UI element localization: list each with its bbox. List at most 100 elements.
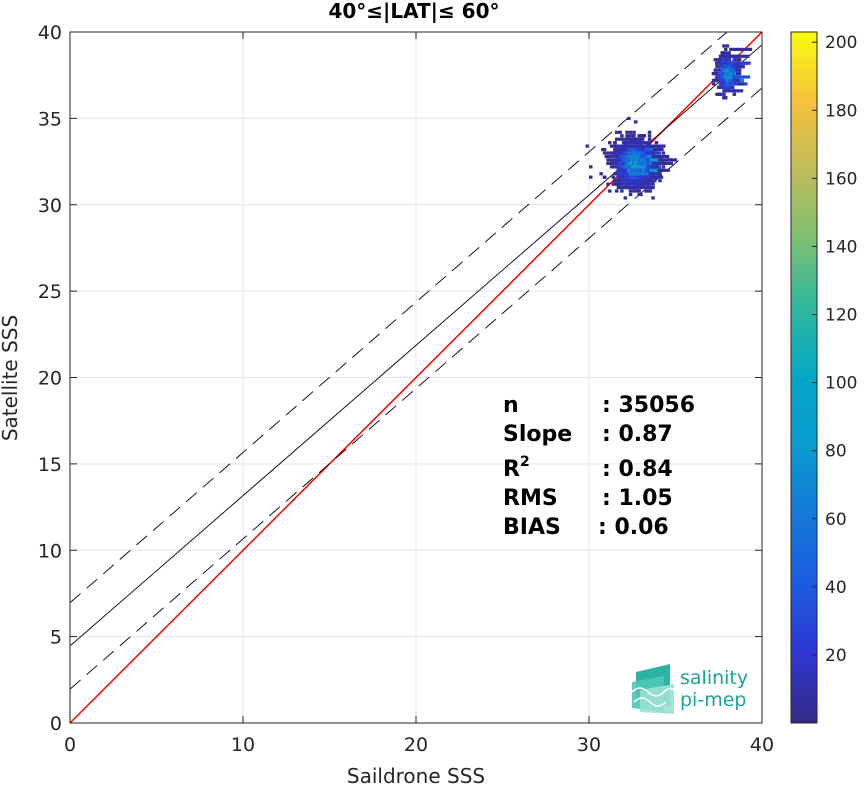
density-cell bbox=[621, 154, 626, 159]
density-cell bbox=[736, 61, 740, 65]
density-cell bbox=[628, 151, 633, 155]
density-cell bbox=[616, 168, 621, 172]
stat-r2-base: R bbox=[503, 457, 520, 482]
density-cell bbox=[647, 137, 652, 141]
y-tick-label: 25 bbox=[38, 281, 62, 303]
density-cell bbox=[606, 151, 610, 155]
density-cell bbox=[620, 168, 624, 172]
density-cell bbox=[623, 151, 628, 155]
density-cell bbox=[713, 68, 718, 72]
density-cell bbox=[732, 54, 750, 58]
density-cell bbox=[732, 47, 753, 51]
density-cell bbox=[627, 172, 649, 176]
density-cell bbox=[644, 179, 648, 183]
density-cell bbox=[666, 158, 678, 162]
logo-waves-icon bbox=[631, 664, 675, 714]
density-cell bbox=[723, 75, 728, 79]
density-cell bbox=[618, 158, 622, 162]
density-cell bbox=[618, 130, 622, 134]
density-cell bbox=[632, 185, 636, 190]
density-cell bbox=[632, 189, 636, 193]
x-tick-label: 30 bbox=[577, 734, 601, 756]
density-cell bbox=[620, 185, 624, 190]
density-cell bbox=[609, 165, 614, 169]
density-cell bbox=[722, 68, 726, 72]
density-cell bbox=[711, 71, 716, 76]
density-cell bbox=[604, 154, 609, 159]
density-cell bbox=[642, 158, 647, 162]
density-cell bbox=[722, 44, 726, 48]
density-cell bbox=[606, 154, 612, 159]
density-cell bbox=[661, 151, 666, 155]
density-cell bbox=[606, 182, 610, 186]
x-axis-label: Saildrone SSS bbox=[347, 764, 485, 786]
density-cell bbox=[713, 78, 718, 83]
density-cell bbox=[653, 147, 664, 152]
density-cell bbox=[635, 189, 640, 193]
density-cell bbox=[625, 175, 632, 179]
density-cell bbox=[729, 75, 733, 79]
colorbar: 20 40 60 80 100 120 140 160 180 200 bbox=[790, 31, 857, 724]
colorbar-tick-label: 180 bbox=[825, 101, 857, 121]
stats-box: n : 35056 Slope : 0.87 R2 : 0.84 RMS : 1… bbox=[503, 393, 695, 540]
density-cell bbox=[640, 154, 645, 159]
density-cell bbox=[632, 165, 636, 169]
colorbar-tick-label: 140 bbox=[825, 237, 857, 257]
density-cell bbox=[609, 161, 614, 165]
density-cell bbox=[732, 65, 737, 69]
stat-rms-label: RMS bbox=[503, 486, 558, 511]
y-tick-label: 5 bbox=[50, 627, 62, 649]
colorbar-tick-label: 80 bbox=[825, 442, 847, 462]
density-cell bbox=[618, 154, 622, 159]
density-cell bbox=[628, 192, 633, 197]
density-cell bbox=[611, 151, 615, 155]
logo-text-line1: salinity bbox=[680, 667, 748, 689]
density-cell bbox=[602, 175, 607, 179]
stat-r2-value: : 0.84 bbox=[602, 457, 673, 482]
stat-rms-value: : 1.05 bbox=[602, 486, 673, 511]
density-cell bbox=[725, 54, 730, 58]
density-cell bbox=[614, 158, 619, 162]
density-cell bbox=[646, 158, 650, 162]
density-cell bbox=[620, 134, 624, 138]
density-cell bbox=[658, 158, 662, 162]
density-cell bbox=[632, 134, 636, 138]
density-cell bbox=[647, 172, 652, 176]
density-cell bbox=[656, 161, 660, 165]
density-cell bbox=[732, 58, 737, 62]
density-cell bbox=[637, 147, 641, 152]
density-cell bbox=[730, 54, 735, 58]
density-cell bbox=[621, 158, 626, 162]
density-cell bbox=[647, 144, 652, 148]
stat-slope-label: Slope bbox=[503, 422, 572, 447]
density-cell bbox=[625, 172, 629, 176]
density-cell bbox=[651, 151, 655, 155]
density-cell bbox=[627, 182, 631, 186]
density-cell bbox=[627, 179, 631, 183]
colorbar-ticks: 20 40 60 80 100 120 140 160 180 200 bbox=[812, 33, 857, 666]
density-cell bbox=[637, 182, 641, 186]
density-cell bbox=[599, 172, 603, 176]
stat-n-value: : 35056 bbox=[602, 393, 695, 418]
density-cell bbox=[632, 158, 636, 162]
density-cell bbox=[627, 154, 640, 159]
salinity-pimep-logo: salinity pi-mep bbox=[631, 664, 748, 714]
density-cell bbox=[730, 78, 735, 83]
density-cell bbox=[632, 151, 636, 155]
density-cell bbox=[647, 130, 652, 134]
density-cell bbox=[659, 161, 666, 165]
density-cell bbox=[611, 161, 633, 165]
density-cell bbox=[649, 165, 654, 169]
density-cell bbox=[614, 165, 619, 169]
density-cell bbox=[640, 137, 645, 141]
density-cell bbox=[630, 175, 635, 179]
density-cell bbox=[621, 172, 627, 176]
y-tick-label: 20 bbox=[38, 368, 62, 390]
density-cell bbox=[722, 85, 726, 89]
density-cell bbox=[637, 158, 641, 162]
density-cell bbox=[718, 78, 723, 83]
density-cell bbox=[656, 144, 660, 148]
density-cell bbox=[623, 161, 628, 165]
density-cell bbox=[627, 116, 631, 121]
density-cell bbox=[642, 141, 651, 145]
